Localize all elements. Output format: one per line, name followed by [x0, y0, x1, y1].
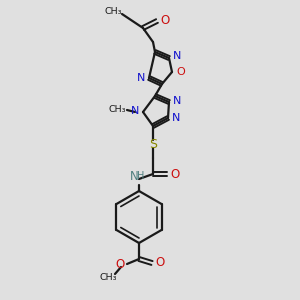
Text: O: O — [155, 256, 165, 269]
Text: N: N — [173, 51, 181, 61]
Text: CH₃: CH₃ — [99, 272, 117, 281]
Text: O: O — [116, 257, 124, 271]
Text: N: N — [131, 106, 139, 116]
Text: CH₃: CH₃ — [104, 7, 122, 16]
Text: CH₃: CH₃ — [108, 106, 126, 115]
Text: O: O — [170, 167, 180, 181]
Text: N: N — [137, 73, 145, 83]
Text: N: N — [173, 96, 181, 106]
Text: H: H — [137, 171, 145, 181]
Text: O: O — [177, 67, 185, 77]
Text: O: O — [160, 14, 169, 26]
Text: N: N — [130, 169, 138, 182]
Text: S: S — [149, 137, 157, 151]
Text: N: N — [172, 113, 180, 123]
